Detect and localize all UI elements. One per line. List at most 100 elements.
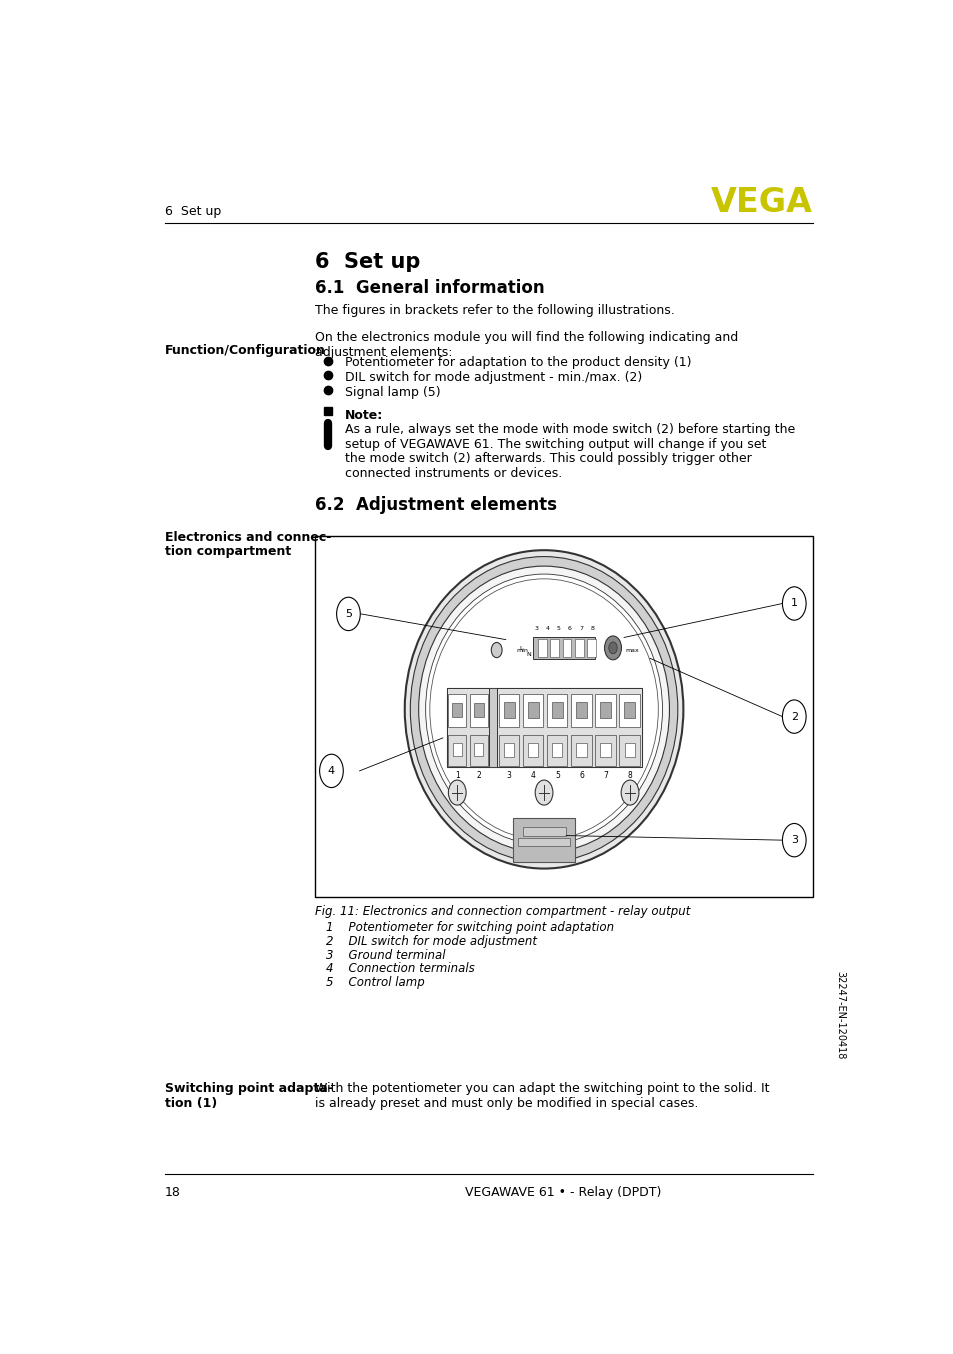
Text: 3: 3 — [534, 626, 537, 631]
Text: setup of VEGAWAVE 61. The switching output will change if you set: setup of VEGAWAVE 61. The switching outp… — [344, 437, 765, 451]
Text: 4    Connection terminals: 4 Connection terminals — [326, 963, 475, 975]
Text: The figures in brackets refer to the following illustrations.: The figures in brackets refer to the fol… — [314, 305, 674, 317]
Text: tion (1): tion (1) — [165, 1097, 217, 1110]
Text: 1: 1 — [790, 598, 797, 608]
Text: 3: 3 — [790, 835, 797, 845]
Bar — [497, 688, 641, 768]
Bar — [448, 735, 466, 765]
Bar — [595, 695, 615, 727]
Bar — [595, 735, 615, 765]
Text: Potentiometer for adaptation to the product density (1): Potentiometer for adaptation to the prod… — [344, 356, 691, 370]
Bar — [448, 695, 466, 727]
Bar — [551, 703, 562, 718]
Text: is already preset and must only be modified in special cases.: is already preset and must only be modif… — [314, 1097, 698, 1110]
Bar — [522, 695, 543, 727]
Ellipse shape — [430, 580, 658, 839]
Bar — [517, 838, 570, 846]
Text: 4: 4 — [530, 772, 536, 780]
Text: 8: 8 — [626, 772, 631, 780]
Bar — [469, 735, 487, 765]
Text: 2: 2 — [790, 712, 797, 722]
Text: 7: 7 — [578, 626, 582, 631]
Text: On the electronics module you will find the following indicating and: On the electronics module you will find … — [314, 332, 738, 344]
Text: 4: 4 — [328, 766, 335, 776]
Bar — [452, 703, 462, 718]
Text: the mode switch (2) afterwards. This could possibly trigger other: the mode switch (2) afterwards. This cou… — [344, 452, 751, 466]
Text: Switching point adapta-: Switching point adapta- — [165, 1082, 333, 1095]
Bar — [575, 639, 583, 657]
Bar — [599, 742, 610, 757]
Bar — [513, 818, 574, 861]
Circle shape — [448, 780, 466, 806]
Circle shape — [781, 700, 805, 734]
Circle shape — [491, 642, 501, 658]
Text: 5: 5 — [345, 609, 352, 619]
Bar — [547, 695, 567, 727]
Bar — [552, 742, 562, 757]
Bar — [446, 688, 489, 768]
Bar — [527, 703, 538, 718]
Text: 3: 3 — [506, 772, 511, 780]
Text: With the potentiometer you can adapt the switching point to the solid. It: With the potentiometer you can adapt the… — [314, 1082, 769, 1095]
Text: VEGA: VEGA — [710, 187, 812, 219]
Text: 1: 1 — [455, 772, 459, 780]
Bar — [537, 639, 546, 657]
Bar — [504, 742, 514, 757]
Bar — [550, 639, 558, 657]
Bar — [528, 742, 537, 757]
Ellipse shape — [418, 566, 669, 853]
Bar — [498, 735, 518, 765]
Text: Function/Configuration: Function/Configuration — [165, 344, 326, 357]
Bar — [562, 639, 571, 657]
Circle shape — [781, 586, 805, 620]
Text: adjustment elements:: adjustment elements: — [314, 347, 453, 359]
Text: 6: 6 — [578, 772, 583, 780]
Circle shape — [608, 642, 617, 654]
Bar — [314, 536, 812, 898]
Text: VEGAWAVE 61 • - Relay (DPDT): VEGAWAVE 61 • - Relay (DPDT) — [464, 1186, 660, 1200]
Ellipse shape — [404, 550, 682, 868]
Circle shape — [535, 780, 553, 806]
Text: max: max — [624, 647, 639, 653]
Text: 32247-EN-120418: 32247-EN-120418 — [834, 971, 844, 1059]
Text: 3    Ground terminal: 3 Ground terminal — [326, 949, 445, 961]
Text: min: min — [516, 647, 528, 653]
Ellipse shape — [410, 556, 677, 862]
Circle shape — [319, 754, 343, 788]
Bar — [469, 695, 487, 727]
Bar — [453, 743, 461, 756]
Text: DIL switch for mode adjustment - min./max. (2): DIL switch for mode adjustment - min./ma… — [344, 371, 641, 385]
Bar — [498, 695, 518, 727]
Text: 6  Set up: 6 Set up — [314, 252, 420, 272]
Text: Signal lamp (5): Signal lamp (5) — [344, 386, 440, 398]
Text: 5: 5 — [557, 626, 560, 631]
Bar — [576, 742, 586, 757]
Text: L: L — [518, 646, 522, 651]
Text: 2    DIL switch for mode adjustment: 2 DIL switch for mode adjustment — [326, 936, 537, 948]
Text: connected instruments or devices.: connected instruments or devices. — [344, 467, 561, 479]
Text: 6.1  General information: 6.1 General information — [314, 279, 544, 298]
Text: 6  Set up: 6 Set up — [165, 206, 221, 218]
Text: 6: 6 — [567, 626, 571, 631]
Bar — [522, 827, 565, 835]
Text: tion compartment: tion compartment — [165, 546, 291, 558]
Text: Fig. 11: Electronics and connection compartment - relay output: Fig. 11: Electronics and connection comp… — [314, 904, 690, 918]
Bar — [474, 703, 483, 718]
Circle shape — [781, 823, 805, 857]
Bar — [576, 703, 586, 718]
Bar — [503, 703, 515, 718]
Text: Electronics and connec-: Electronics and connec- — [165, 531, 331, 543]
Bar — [618, 695, 639, 727]
Bar — [599, 703, 611, 718]
Bar — [624, 742, 634, 757]
Bar — [533, 636, 594, 659]
Text: 6.2  Adjustment elements: 6.2 Adjustment elements — [314, 496, 557, 515]
Circle shape — [620, 780, 639, 806]
Bar — [446, 688, 641, 768]
Text: 18: 18 — [165, 1186, 181, 1200]
Text: 7: 7 — [602, 772, 607, 780]
Text: As a rule, always set the mode with mode switch (2) before starting the: As a rule, always set the mode with mode… — [344, 422, 794, 436]
Text: N: N — [525, 651, 530, 657]
Bar — [547, 735, 567, 765]
Text: Note:: Note: — [344, 409, 382, 421]
